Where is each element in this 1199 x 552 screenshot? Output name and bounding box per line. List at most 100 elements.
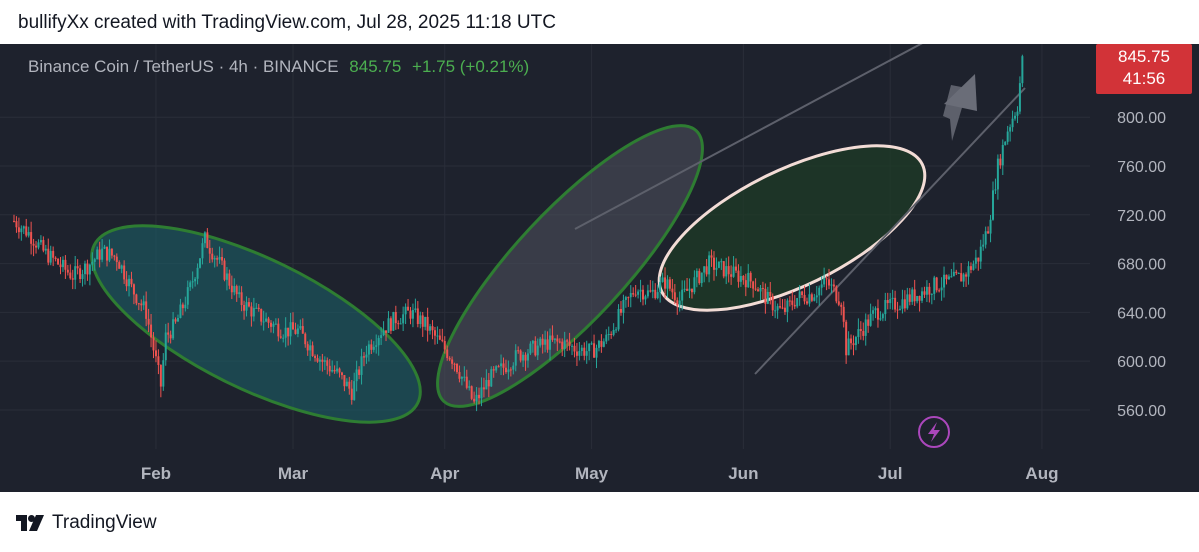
candle (950, 268, 953, 278)
candle-body (49, 250, 52, 263)
candle-body (539, 338, 542, 346)
candle (597, 339, 600, 352)
teal-decline-ellipse[interactable] (66, 187, 447, 462)
candle (130, 271, 133, 288)
candle (891, 289, 894, 310)
candle-body (309, 345, 312, 351)
candle-body (32, 243, 35, 246)
candle-body (974, 257, 977, 264)
candle (930, 293, 933, 305)
candle (686, 277, 689, 292)
candle-body (735, 266, 738, 271)
candle (343, 375, 346, 392)
candle-body (225, 273, 228, 280)
candle-body (779, 306, 782, 308)
up-arrow-icon[interactable] (943, 74, 977, 141)
candle (301, 318, 304, 334)
candle-body (181, 304, 184, 309)
candle (367, 340, 370, 362)
candle (176, 314, 179, 322)
price-chart-svg[interactable]: 560.00 600.00 640.00 680.00 720.00 760.00 800.… (0, 44, 1199, 492)
candle-body (331, 369, 334, 372)
candle-body (492, 369, 495, 371)
candle (20, 225, 23, 241)
candle (453, 362, 456, 372)
candle (925, 280, 928, 303)
time-tick-label: Feb (140, 464, 172, 483)
candle-body (969, 266, 972, 270)
candle-body (370, 344, 373, 350)
candle (328, 359, 331, 377)
candle-body (495, 366, 498, 371)
candle (678, 291, 681, 312)
candle (42, 236, 45, 253)
candle-body (830, 284, 833, 286)
candle-body (83, 263, 86, 275)
candle (206, 228, 209, 249)
candle (145, 291, 148, 327)
candle (517, 346, 520, 354)
candle (754, 278, 757, 291)
candle (783, 298, 786, 315)
candle-body (343, 375, 346, 387)
candle (184, 296, 187, 312)
candle-body (360, 356, 363, 375)
candle (25, 218, 28, 238)
candle-body (810, 294, 813, 301)
candle-body (862, 331, 865, 336)
candle (928, 283, 931, 303)
candle (637, 289, 640, 299)
candle-body (705, 266, 708, 275)
candle (507, 360, 510, 380)
candle-body (1011, 118, 1014, 128)
candle (495, 365, 498, 373)
candle-body (402, 314, 405, 324)
candle-body (382, 330, 385, 336)
candle (66, 264, 69, 276)
candle (573, 338, 576, 358)
candle-body (783, 307, 786, 312)
candle-body (59, 264, 62, 268)
candle-body (622, 299, 625, 313)
candle-body (561, 341, 564, 350)
tradingview-footer[interactable]: TradingView (16, 512, 157, 534)
candle-body (717, 261, 720, 268)
candle-body (211, 253, 214, 260)
candle-body (921, 291, 924, 301)
candle (497, 364, 500, 368)
candle (705, 258, 708, 277)
candle-body (585, 351, 588, 356)
candle (921, 287, 924, 304)
candle-body (71, 278, 74, 280)
candle-body (781, 307, 784, 309)
candle (642, 285, 645, 306)
candle-body (847, 338, 850, 356)
candle-body (695, 270, 698, 278)
candle (590, 341, 593, 345)
candle (282, 334, 285, 343)
candle-body (164, 332, 167, 361)
candle (730, 265, 733, 285)
candle (622, 294, 625, 324)
chart-area[interactable]: 560.00 600.00 640.00 680.00 720.00 760.00 800.… (0, 44, 1199, 492)
candle-body (223, 260, 226, 280)
candle-body (933, 277, 936, 294)
candle (732, 256, 735, 278)
candle-body (864, 319, 867, 336)
time-tick-label: May (575, 464, 609, 483)
channel-upper-line[interactable] (574, 44, 930, 230)
candle-body (517, 350, 520, 352)
candle (340, 371, 343, 380)
candle (759, 284, 762, 301)
candle-body (213, 258, 216, 260)
candle (541, 334, 544, 354)
lightning-icon[interactable] (918, 416, 950, 448)
candle-body (358, 369, 361, 375)
channel-lower-line[interactable] (754, 87, 1026, 375)
candle (881, 312, 884, 322)
candle-body (377, 338, 380, 346)
candle (698, 268, 701, 285)
candle (59, 256, 62, 275)
candle-body (938, 290, 941, 292)
candle-body (989, 219, 992, 234)
